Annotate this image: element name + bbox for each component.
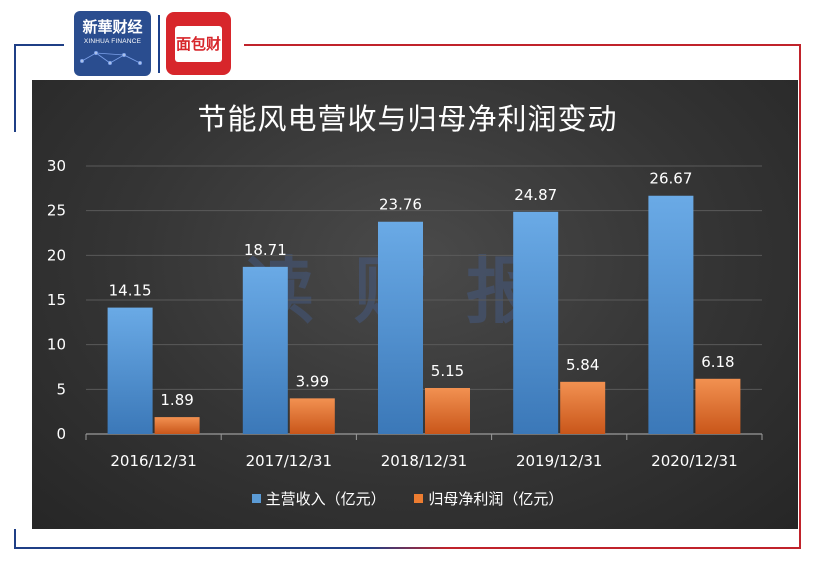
frame-top-right-line xyxy=(244,44,801,46)
legend-swatch-net-profit xyxy=(414,494,424,503)
bar-net-profit xyxy=(154,417,200,434)
data-label-revenue: 23.76 xyxy=(379,196,422,214)
chart-legend: 主营收入（亿元） 归母净利润（亿元） xyxy=(0,488,815,509)
chart-title: 节能风电营收与归母净利润变动 xyxy=(197,102,618,136)
y-tick-label: 30 xyxy=(47,157,66,175)
bar-revenue xyxy=(513,211,559,434)
logo-network-icon xyxy=(80,51,143,66)
y-tick-label: 10 xyxy=(47,336,66,354)
y-tick-label: 0 xyxy=(56,425,66,443)
data-label-net-profit: 3.99 xyxy=(296,372,329,390)
data-label-net-profit: 5.84 xyxy=(566,356,599,374)
logo-inner-plate xyxy=(175,26,222,62)
x-tick-label: 2016/12/31 xyxy=(110,452,196,470)
y-tick-label: 25 xyxy=(47,202,66,220)
legend-label-net-profit: 归母净利润（亿元） xyxy=(428,490,564,508)
bar-revenue xyxy=(242,266,288,434)
page-frame xyxy=(14,44,801,549)
x-tick-label: 2020/12/31 xyxy=(651,452,737,470)
frame-left-line-bottom xyxy=(14,529,16,549)
legend-swatch-revenue xyxy=(251,494,261,503)
frame-top-left-line xyxy=(14,44,64,46)
frame-right-line xyxy=(799,44,801,549)
x-tick-label: 2019/12/31 xyxy=(516,452,602,470)
data-label-net-profit: 1.89 xyxy=(160,391,193,409)
bar-revenue xyxy=(378,221,423,434)
frame-left-line-top xyxy=(14,44,16,132)
bar-net-profit xyxy=(560,381,606,434)
y-tick-label: 15 xyxy=(47,291,66,309)
data-label-net-profit: 6.18 xyxy=(701,353,734,371)
x-tick-label: 2017/12/31 xyxy=(246,452,332,470)
y-tick-label: 5 xyxy=(56,380,66,398)
mianbao-finance-logo: 面包财经 xyxy=(166,12,231,75)
data-label-revenue: 14.15 xyxy=(109,282,152,300)
logo-primary-text: 新華财经 xyxy=(82,18,143,36)
data-label-revenue: 18.71 xyxy=(244,241,287,259)
bar-net-profit xyxy=(695,378,741,434)
legend-item-net-profit: 归母净利润（亿元） xyxy=(414,488,563,509)
data-label-net-profit: 5.15 xyxy=(431,362,464,380)
x-tick-label: 2018/12/31 xyxy=(381,452,467,470)
data-label-revenue: 26.67 xyxy=(649,170,692,188)
legend-label-revenue: 主营收入（亿元） xyxy=(265,490,386,508)
logo-secondary-text: 面包财经 xyxy=(175,35,221,75)
legend-item-revenue: 主营收入（亿元） xyxy=(251,488,386,509)
bar-revenue xyxy=(648,195,694,434)
bar-net-profit xyxy=(425,387,470,434)
bar-net-profit xyxy=(289,398,335,434)
logo-primary-subtext: XINHUA FINANCE xyxy=(83,38,142,45)
logo-divider xyxy=(158,15,160,73)
data-label-revenue: 24.87 xyxy=(514,186,557,204)
frame-bottom-line xyxy=(14,547,801,549)
y-tick-label: 20 xyxy=(47,246,66,264)
bar-revenue xyxy=(107,307,153,434)
xinhua-finance-logo: 新華财经 XINHUA FINANCE xyxy=(74,11,151,76)
